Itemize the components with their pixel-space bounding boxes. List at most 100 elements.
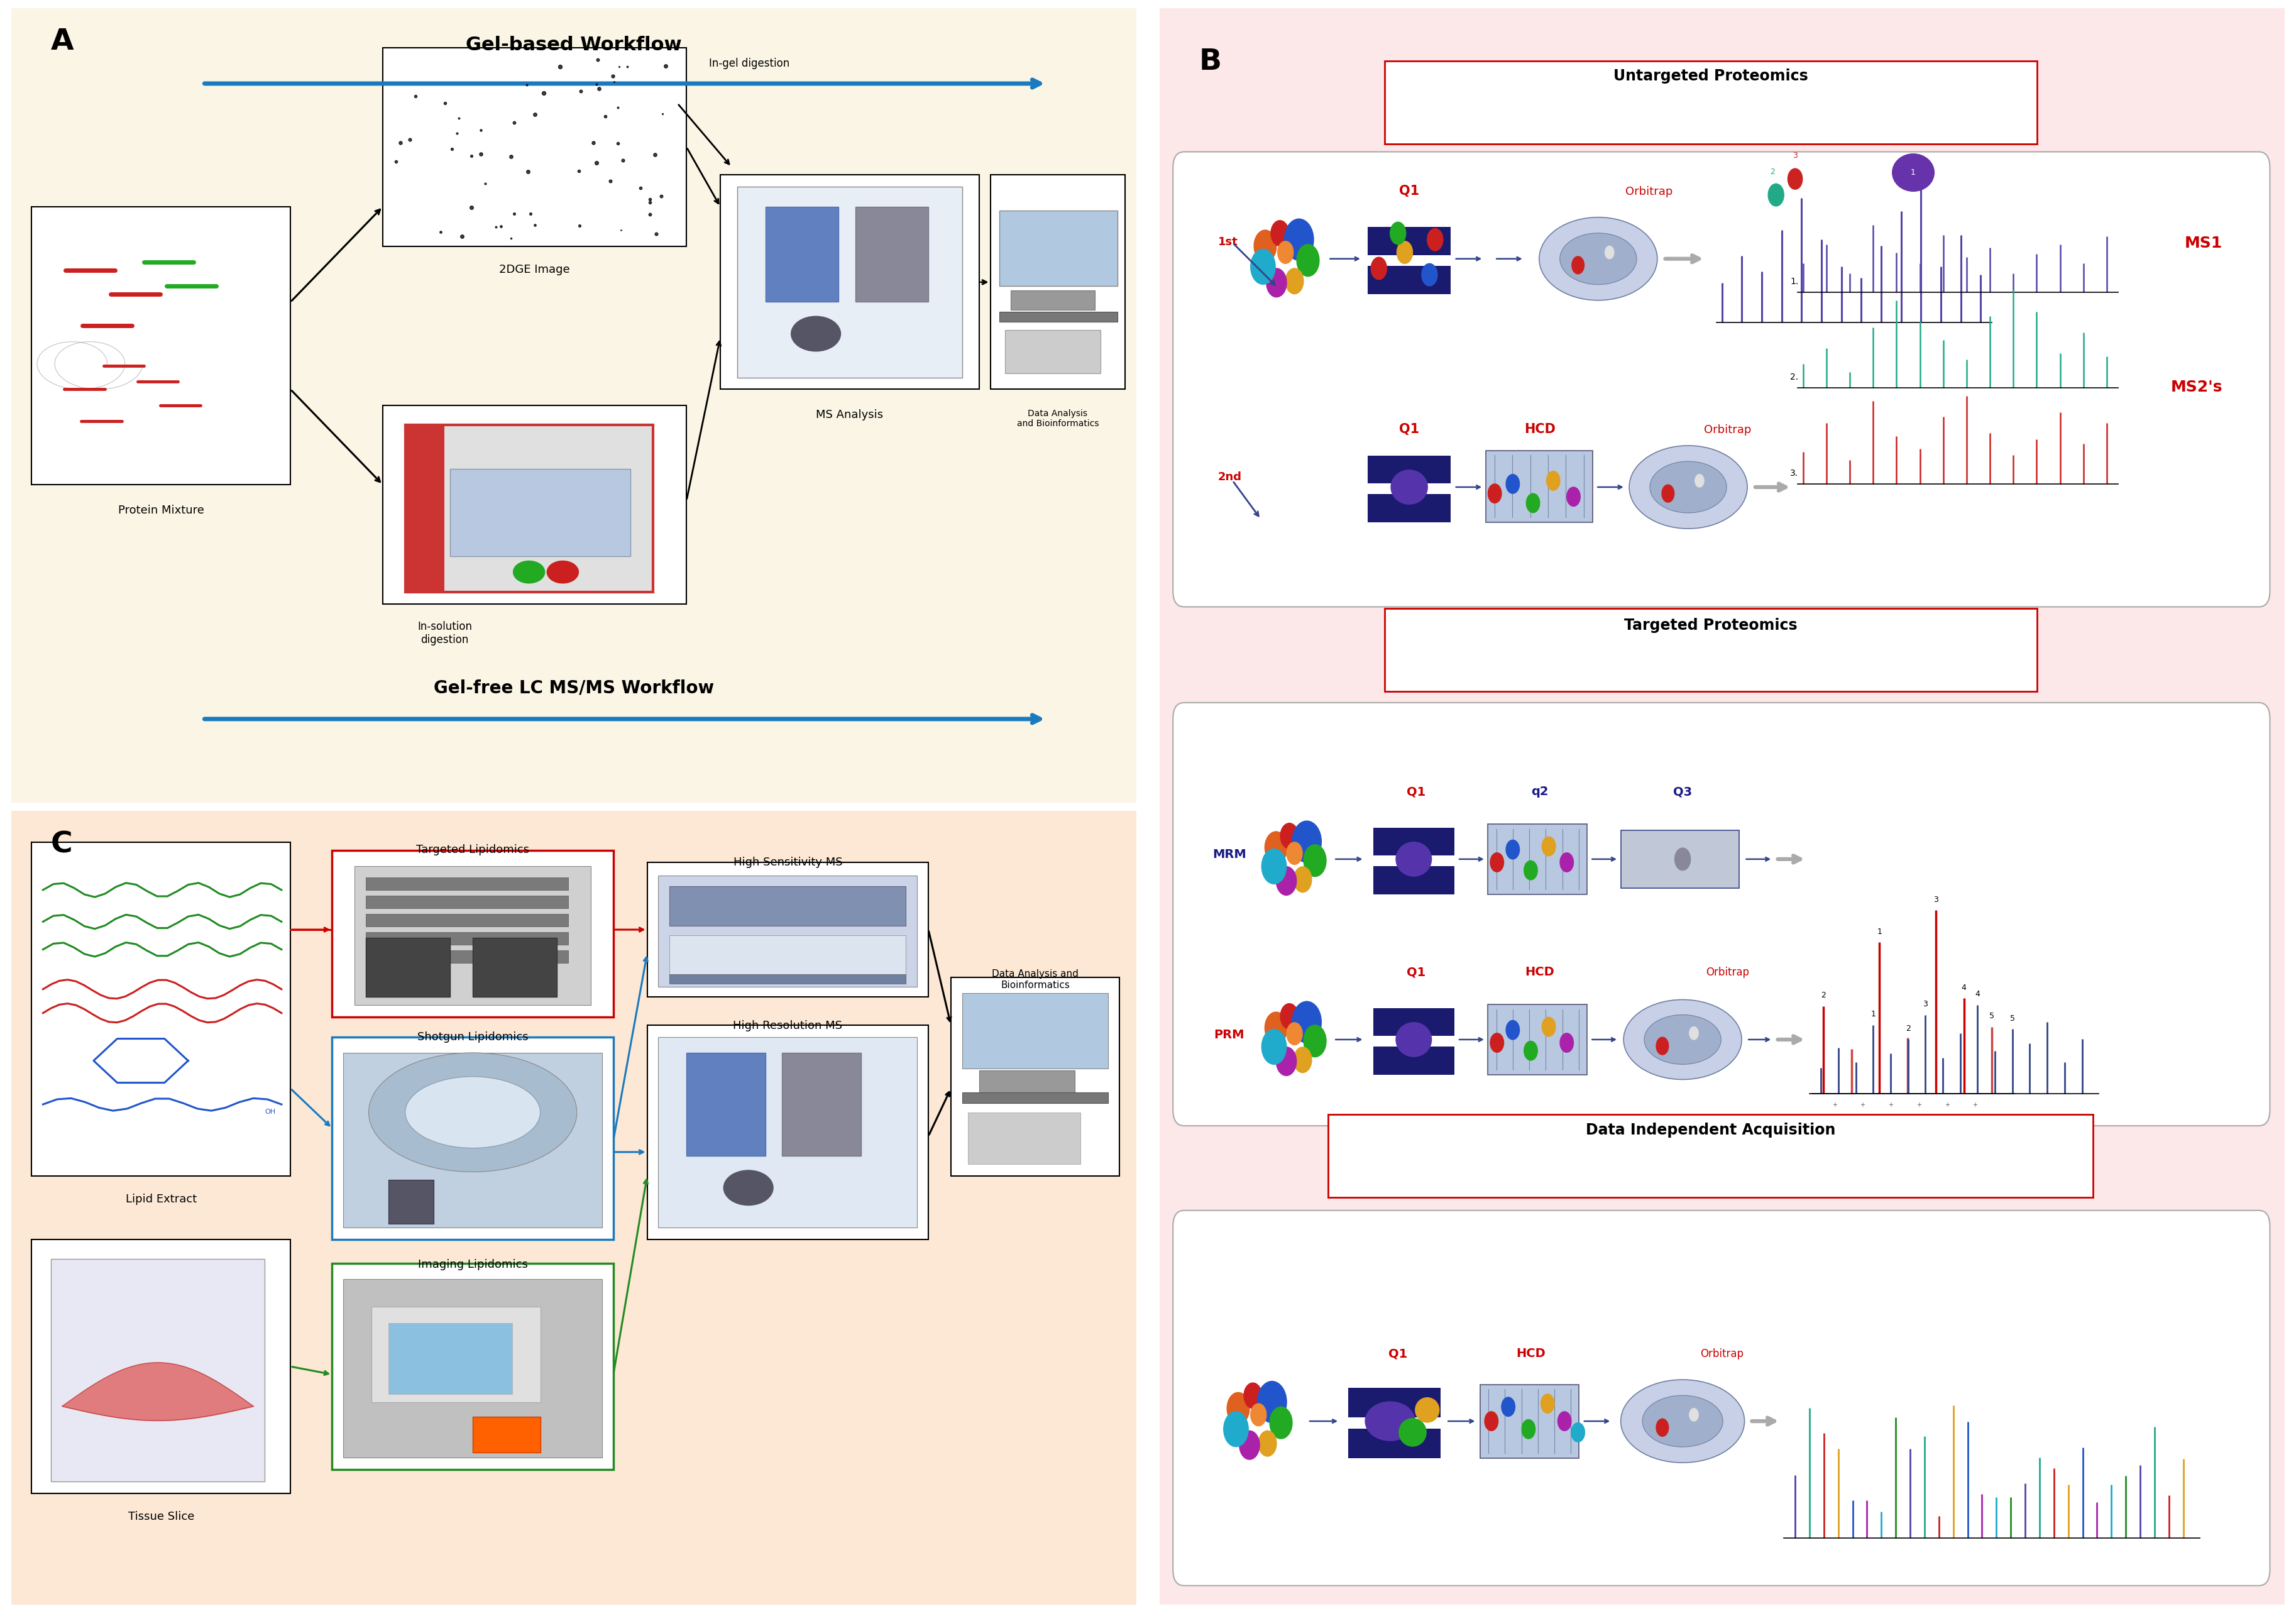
Circle shape <box>1559 853 1573 872</box>
Bar <box>951 977 1120 1175</box>
Circle shape <box>1304 845 1327 877</box>
Text: Orbitrap: Orbitrap <box>1701 1349 1743 1360</box>
Bar <box>333 849 613 1016</box>
Circle shape <box>1655 1037 1669 1055</box>
Circle shape <box>1304 1024 1327 1057</box>
Bar <box>32 843 292 1175</box>
Bar <box>383 49 687 246</box>
Text: Q1: Q1 <box>1407 786 1426 798</box>
Text: PRM: PRM <box>1215 1029 1244 1041</box>
Circle shape <box>1506 1020 1520 1039</box>
Text: 5: 5 <box>2009 1015 2016 1023</box>
Bar <box>783 1052 861 1156</box>
Circle shape <box>1286 269 1304 293</box>
Circle shape <box>1655 1418 1669 1436</box>
Point <box>526 79 563 105</box>
Point <box>636 141 673 167</box>
Circle shape <box>1226 1392 1249 1425</box>
FancyBboxPatch shape <box>1141 0 2296 1621</box>
Ellipse shape <box>1391 470 1428 504</box>
Point <box>427 91 464 117</box>
Point <box>579 47 615 73</box>
Circle shape <box>1525 861 1538 880</box>
Circle shape <box>1283 219 1313 261</box>
Bar <box>990 175 1125 389</box>
Bar <box>1621 830 1738 888</box>
Point <box>576 130 613 156</box>
Bar <box>737 186 962 378</box>
Circle shape <box>1267 269 1286 297</box>
Point <box>461 141 498 167</box>
Ellipse shape <box>1651 462 1727 512</box>
Point <box>377 149 413 175</box>
Circle shape <box>1240 1431 1261 1459</box>
Text: 3: 3 <box>1933 896 1938 905</box>
Circle shape <box>1277 867 1297 895</box>
Bar <box>388 1180 434 1224</box>
Circle shape <box>1690 1026 1699 1039</box>
Text: Targeted Lipidomics: Targeted Lipidomics <box>416 845 530 856</box>
Bar <box>1368 456 1451 483</box>
Text: 2nd: 2nd <box>1217 472 1242 483</box>
Ellipse shape <box>1642 1396 1722 1448</box>
Circle shape <box>1525 1041 1538 1060</box>
Bar <box>365 877 569 890</box>
Point <box>496 201 533 227</box>
Circle shape <box>1789 169 1802 190</box>
Text: 2: 2 <box>1770 167 1775 175</box>
Point <box>631 190 668 216</box>
Circle shape <box>1605 246 1614 259</box>
Bar <box>354 866 590 1005</box>
Point <box>507 71 544 97</box>
Bar <box>647 862 928 997</box>
Bar <box>365 950 569 963</box>
Circle shape <box>1265 1012 1288 1044</box>
Circle shape <box>1557 1412 1570 1431</box>
Circle shape <box>1428 229 1442 251</box>
Text: 2: 2 <box>1821 992 1825 1000</box>
FancyBboxPatch shape <box>0 0 1155 815</box>
Text: MS Analysis: MS Analysis <box>815 408 884 420</box>
Bar <box>1373 866 1453 895</box>
Point <box>390 126 427 152</box>
Point <box>510 159 546 185</box>
Bar <box>962 994 1109 1068</box>
Circle shape <box>1265 832 1288 864</box>
Text: Q1: Q1 <box>1398 423 1419 436</box>
Point <box>592 169 629 195</box>
Ellipse shape <box>1538 217 1658 300</box>
Point <box>560 212 597 238</box>
Text: 3.: 3. <box>1791 468 1798 478</box>
Circle shape <box>1293 820 1322 862</box>
Bar <box>333 1263 613 1470</box>
Bar <box>365 932 569 945</box>
Circle shape <box>1490 853 1504 872</box>
Circle shape <box>1559 1033 1573 1052</box>
Point <box>602 53 638 79</box>
Bar <box>659 875 916 987</box>
Text: Targeted Proteomics: Targeted Proteomics <box>1623 618 1798 634</box>
Text: 1.: 1. <box>1791 277 1798 285</box>
Circle shape <box>1566 486 1580 506</box>
Point <box>482 214 519 240</box>
Bar <box>344 1279 602 1457</box>
Text: Q1: Q1 <box>1407 966 1426 977</box>
Point <box>631 201 668 227</box>
Text: q2: q2 <box>1531 786 1548 798</box>
Point <box>645 101 682 126</box>
FancyBboxPatch shape <box>1173 1211 2271 1585</box>
Bar <box>404 425 652 592</box>
Point <box>381 130 418 156</box>
Circle shape <box>1371 258 1387 279</box>
Bar <box>473 1417 540 1452</box>
Point <box>542 53 579 79</box>
Bar <box>670 974 907 984</box>
Point <box>397 83 434 109</box>
Circle shape <box>1488 485 1502 503</box>
Text: 4: 4 <box>1975 990 1979 999</box>
Ellipse shape <box>1644 1015 1722 1065</box>
Text: 1: 1 <box>1878 927 1883 935</box>
Circle shape <box>1224 1412 1249 1446</box>
Bar <box>670 887 907 926</box>
Bar <box>51 1260 264 1482</box>
